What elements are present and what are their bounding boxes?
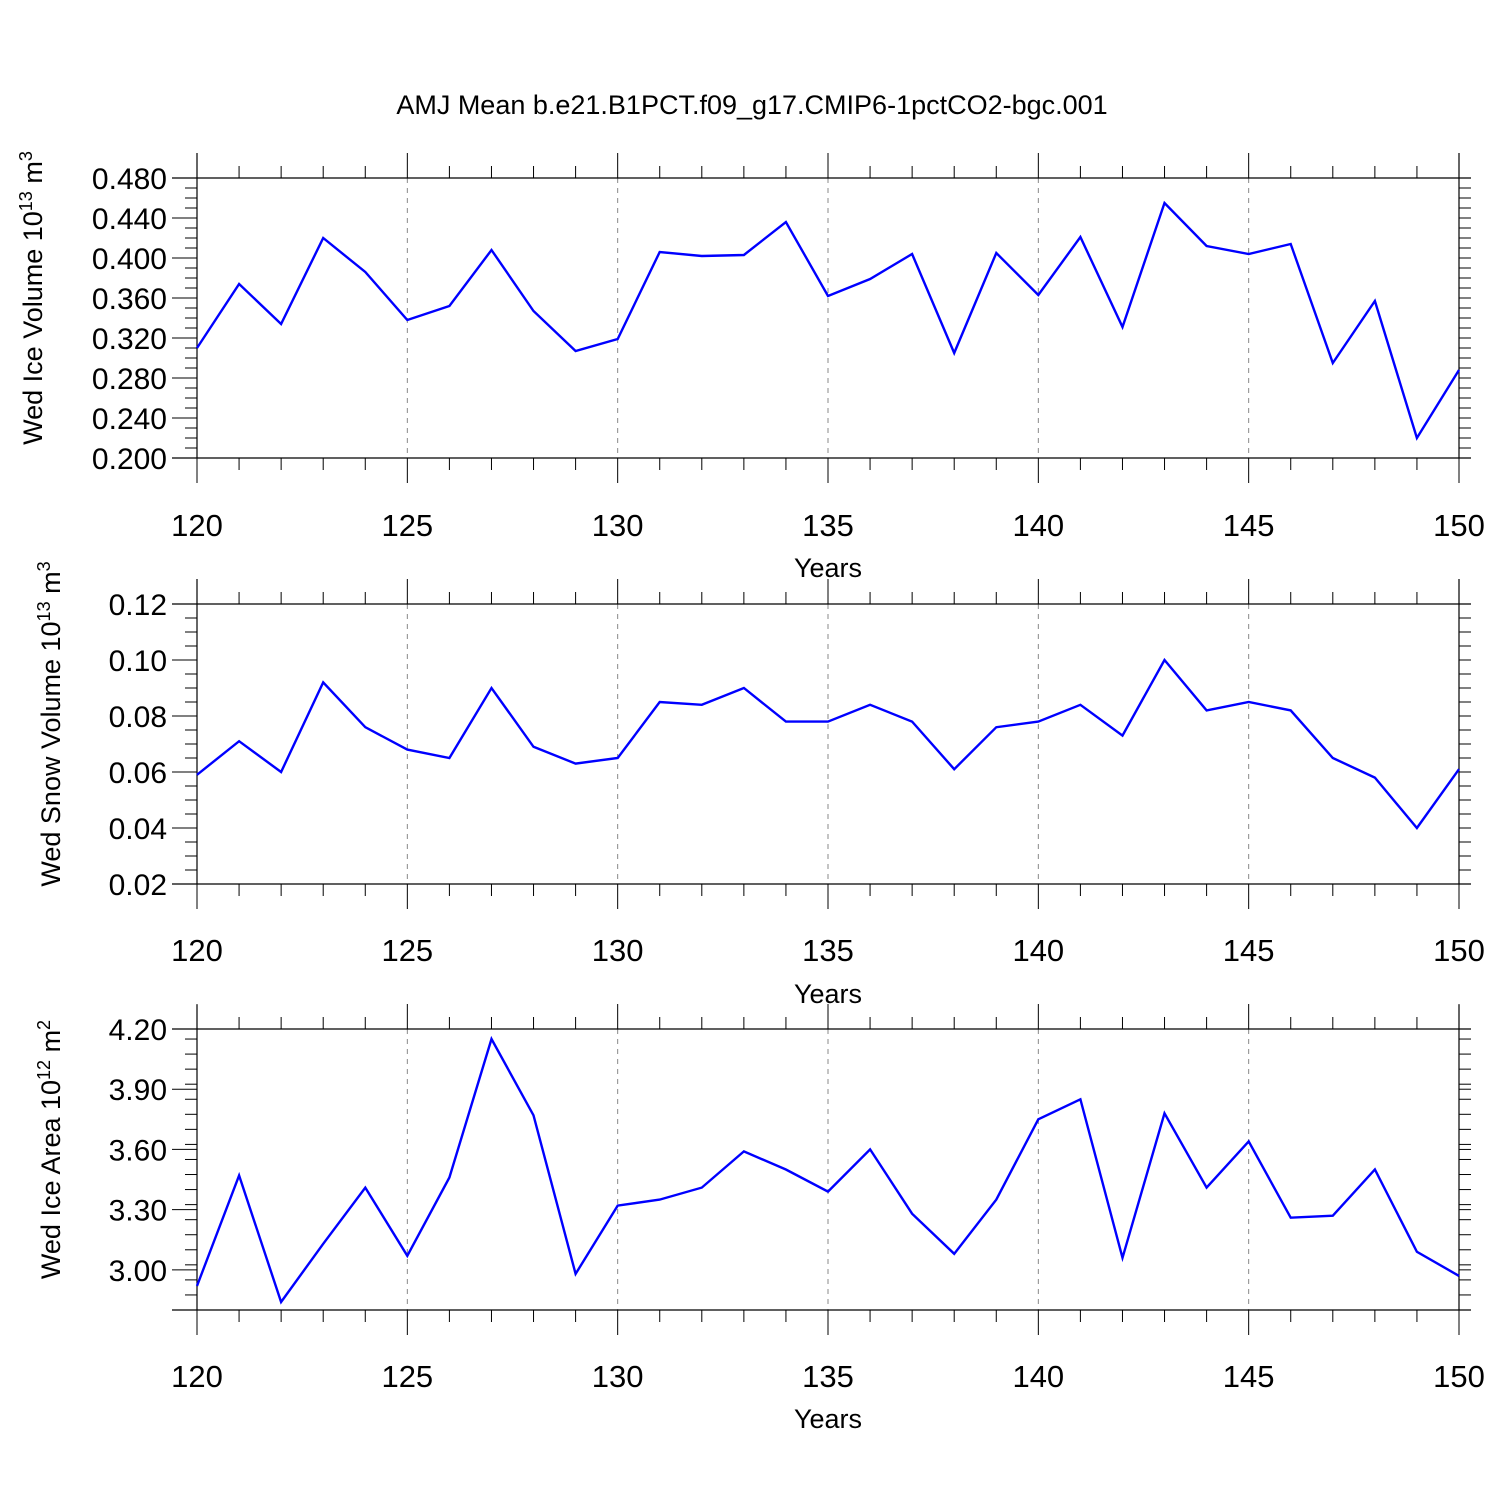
y-tick-label: 3.00 [109, 1255, 167, 1288]
figure-title: AMJ Mean b.e21.B1PCT.f09_g17.CMIP6-1pctC… [396, 90, 1107, 120]
x-tick-label: 145 [1223, 933, 1275, 968]
y-tick-label: 3.90 [109, 1074, 167, 1107]
x-tick-label: 150 [1433, 508, 1485, 543]
x-tick-label: 135 [802, 1359, 854, 1394]
y-tick-label: 0.02 [109, 869, 167, 902]
x-axis-label: Years [794, 1404, 862, 1434]
x-tick-label: 120 [171, 933, 223, 968]
y-tick-label: 0.400 [92, 243, 167, 276]
x-tick-label: 150 [1433, 1359, 1485, 1394]
y-tick-label: 0.08 [109, 701, 167, 734]
chart-panel-3: 3.00 3.30 3.60 3.90 4.20 120 125 130 135 140 145 15… [34, 1004, 1485, 1434]
y-axis-label: Wed Snow Volume 1013 m3 [34, 561, 66, 886]
y-tick-label: 0.04 [109, 813, 167, 846]
series-line-1 [195, 1035, 1460, 1305]
x-tick-label: 125 [381, 933, 433, 968]
y-tick-label: 0.240 [92, 403, 167, 436]
x-axis-label: Years [794, 553, 862, 583]
x-tick-label: 120 [171, 508, 223, 543]
y-axis-label: Wed Ice Volume 1013 m3 [16, 151, 48, 445]
y-tick-label: 0.200 [92, 443, 167, 476]
chart-panel-1: 0.200 0.240 0.280 0.320 0.360 0.400 0.440 0.480… [16, 151, 1485, 583]
x-tick-label: 140 [1012, 1359, 1064, 1394]
y-axis-label: Wed Ice Area 1012 m2 [34, 1020, 66, 1279]
x-tick-label: 145 [1223, 508, 1275, 543]
y-tick-label: 0.12 [109, 589, 167, 622]
x-tick-label: 140 [1012, 933, 1064, 968]
y-tick-label: 3.30 [109, 1195, 167, 1228]
y-tick-label: 0.10 [109, 645, 167, 678]
y-tick-label: 0.360 [92, 283, 167, 316]
x-tick-label: 140 [1012, 508, 1064, 543]
x-tick-label: 130 [592, 933, 644, 968]
series-line-1 [196, 657, 1460, 830]
y-tick-label: 0.280 [92, 363, 167, 396]
y-tick-label: 0.320 [92, 323, 167, 356]
panels: 0.200 0.240 0.280 0.320 0.360 0.400 0.440 0.480… [16, 151, 1485, 1434]
x-tick-label: 135 [802, 508, 854, 543]
x-tick-label: 120 [171, 1359, 223, 1394]
x-tick-label: 150 [1433, 933, 1485, 968]
y-tick-label: 0.480 [92, 163, 167, 196]
x-tick-label: 125 [381, 508, 433, 543]
series-line-1 [195, 200, 1461, 441]
y-tick-label: 0.440 [92, 203, 167, 236]
x-tick-label: 130 [592, 508, 644, 543]
y-tick-label: 4.20 [109, 1014, 167, 1047]
chart-panel-2: 0.02 0.04 0.06 0.08 0.10 0.12 120 125 130 135 140 1… [34, 561, 1485, 1009]
x-tick-label: 145 [1223, 1359, 1275, 1394]
x-tick-label: 130 [592, 1359, 644, 1394]
x-tick-label: 135 [802, 933, 854, 968]
y-tick-label: 0.06 [109, 757, 167, 790]
y-tick-label: 3.60 [109, 1134, 167, 1167]
x-tick-label: 125 [381, 1359, 433, 1394]
